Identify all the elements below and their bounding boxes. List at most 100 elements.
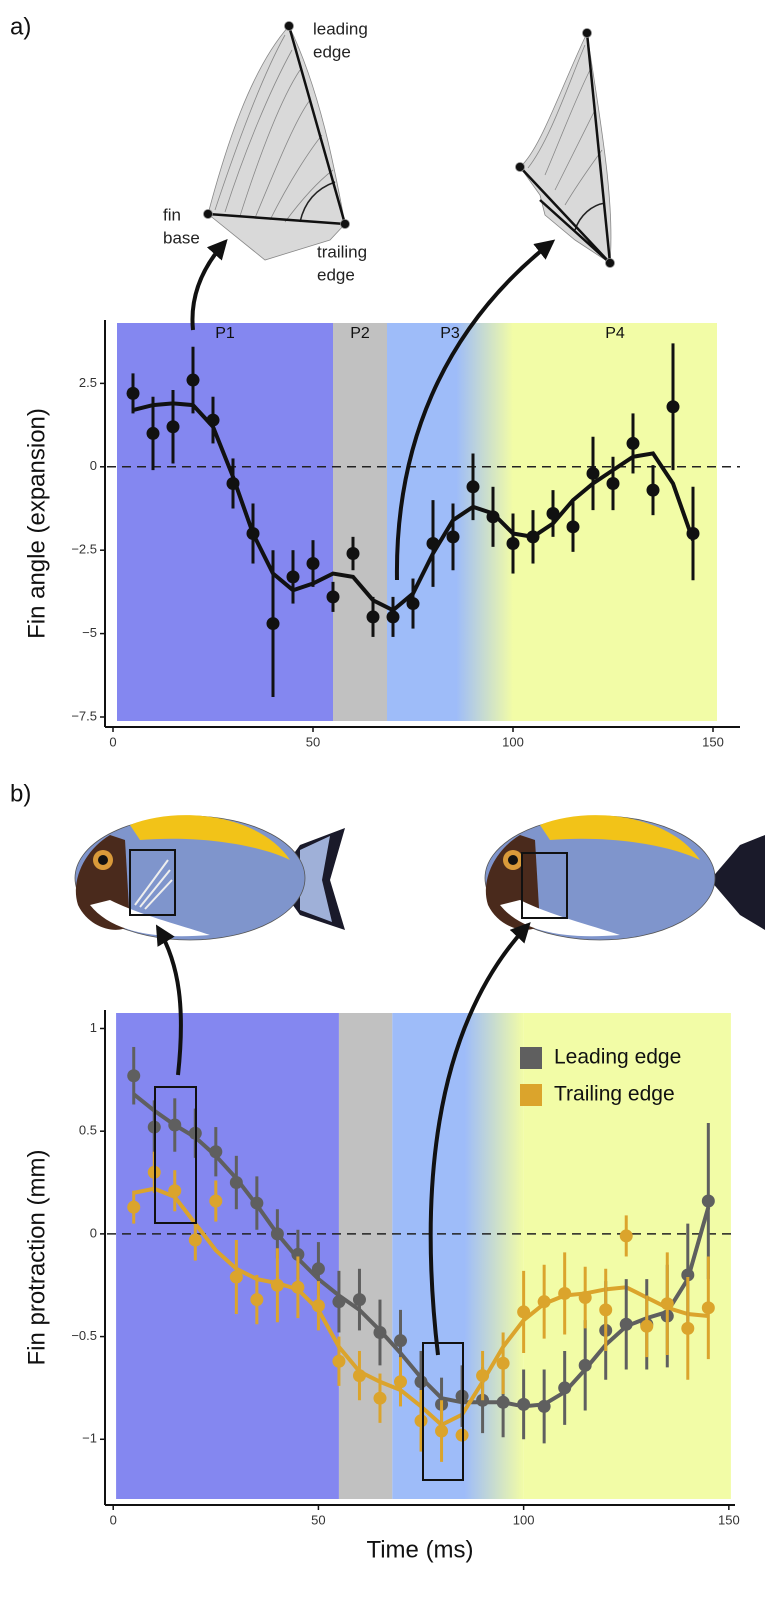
data-point bbox=[229, 1270, 243, 1284]
x-tick-label: 50 bbox=[306, 734, 320, 749]
data-point bbox=[666, 400, 680, 414]
data-point bbox=[566, 520, 580, 534]
fin-label: edge bbox=[317, 265, 355, 284]
data-point bbox=[250, 1293, 264, 1307]
data-point bbox=[366, 610, 380, 624]
data-point bbox=[546, 506, 560, 520]
data-point bbox=[496, 1356, 510, 1370]
panel-label: b) bbox=[10, 780, 31, 807]
data-point bbox=[537, 1295, 551, 1309]
phase-band bbox=[333, 323, 387, 721]
phase-label: P3 bbox=[440, 325, 460, 342]
y-tick-label: −1 bbox=[82, 1431, 97, 1446]
y-axis-title: Fin angle (expansion) bbox=[23, 408, 50, 639]
data-point bbox=[270, 1227, 284, 1241]
fin-label: leading bbox=[313, 19, 368, 38]
legend-label: Leading edge bbox=[554, 1046, 681, 1069]
data-point bbox=[168, 1184, 182, 1198]
data-point bbox=[626, 436, 640, 450]
data-point bbox=[291, 1247, 305, 1261]
data-point bbox=[660, 1297, 674, 1311]
data-point bbox=[270, 1278, 284, 1292]
data-point bbox=[619, 1317, 633, 1331]
phase-band bbox=[513, 323, 717, 721]
phase-band bbox=[117, 323, 333, 721]
y-tick-label: −0.5 bbox=[71, 1328, 97, 1343]
data-point bbox=[209, 1194, 223, 1208]
phase-band bbox=[116, 1013, 339, 1499]
data-point bbox=[476, 1369, 490, 1383]
phase-label: P1 bbox=[215, 325, 235, 342]
data-point bbox=[414, 1414, 428, 1428]
fish-illustration bbox=[74, 815, 765, 941]
data-point bbox=[126, 386, 140, 400]
data-point bbox=[517, 1305, 531, 1319]
data-point bbox=[496, 1395, 510, 1409]
data-point bbox=[332, 1295, 346, 1309]
data-point bbox=[326, 590, 340, 604]
data-point bbox=[466, 480, 480, 494]
data-point bbox=[373, 1391, 387, 1405]
data-point bbox=[186, 373, 200, 387]
x-tick-label: 150 bbox=[718, 1512, 740, 1527]
x-tick-label: 150 bbox=[702, 734, 724, 749]
data-point bbox=[188, 1233, 202, 1247]
data-point bbox=[517, 1397, 531, 1411]
fin-labels: leading edge fin base trailing edge bbox=[163, 19, 368, 284]
data-point bbox=[229, 1176, 243, 1190]
data-point bbox=[311, 1262, 325, 1276]
x-tick-label: 100 bbox=[502, 734, 524, 749]
y-tick-label: 2.5 bbox=[79, 375, 97, 390]
data-point bbox=[394, 1334, 408, 1348]
data-point bbox=[426, 537, 440, 551]
data-point bbox=[246, 527, 260, 541]
data-point bbox=[599, 1303, 613, 1317]
fin-label: trailing bbox=[317, 242, 367, 261]
data-point bbox=[352, 1369, 366, 1383]
data-point bbox=[640, 1319, 654, 1333]
y-tick-label: 0 bbox=[90, 1225, 97, 1240]
data-point bbox=[578, 1291, 592, 1305]
fin-label: edge bbox=[313, 42, 351, 61]
y-tick-label: −7.5 bbox=[71, 708, 97, 723]
x-tick-label: 50 bbox=[311, 1512, 325, 1527]
fin-label: fin bbox=[163, 205, 181, 224]
data-point bbox=[373, 1325, 387, 1339]
data-point bbox=[306, 557, 320, 571]
data-point bbox=[701, 1301, 715, 1315]
y-tick-label: 0.5 bbox=[79, 1123, 97, 1138]
y-tick-label: −5 bbox=[82, 625, 97, 640]
x-tick-label: 0 bbox=[109, 734, 116, 749]
y-tick-label: 0 bbox=[90, 458, 97, 473]
data-point bbox=[506, 537, 520, 551]
data-point bbox=[266, 617, 280, 631]
data-point bbox=[701, 1194, 715, 1208]
data-point bbox=[291, 1280, 305, 1294]
data-point bbox=[209, 1145, 223, 1159]
x-tick-label: 0 bbox=[110, 1512, 117, 1527]
data-point bbox=[250, 1196, 264, 1210]
data-point bbox=[406, 597, 420, 611]
x-axis-title: Time (ms) bbox=[366, 1536, 473, 1563]
data-point bbox=[586, 466, 600, 480]
data-point bbox=[486, 510, 500, 524]
phase-band bbox=[338, 1013, 393, 1499]
arrows bbox=[154, 239, 556, 1481]
data-point bbox=[578, 1358, 592, 1372]
data-point bbox=[286, 570, 300, 584]
data-point bbox=[332, 1354, 346, 1368]
x-tick-label: 100 bbox=[513, 1512, 535, 1527]
data-point bbox=[311, 1299, 325, 1313]
data-point bbox=[606, 476, 620, 490]
data-point bbox=[127, 1069, 141, 1083]
data-point bbox=[127, 1200, 141, 1214]
data-point bbox=[681, 1268, 695, 1282]
legend-swatch bbox=[520, 1047, 542, 1069]
data-point bbox=[446, 530, 460, 544]
data-point bbox=[394, 1375, 408, 1389]
y-tick-label: −2.5 bbox=[71, 542, 97, 557]
data-point bbox=[558, 1381, 572, 1395]
fin-label: base bbox=[163, 228, 200, 247]
